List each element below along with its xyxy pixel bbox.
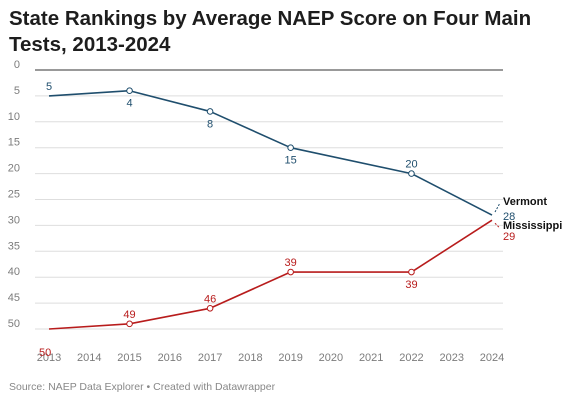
series-connector <box>494 202 501 213</box>
y-tick-label: 10 <box>8 111 20 123</box>
data-label: 4 <box>126 98 132 110</box>
data-point <box>126 320 133 328</box>
x-tick-label: 2021 <box>359 352 383 364</box>
y-tick-label: 30 <box>8 214 20 226</box>
data-label: 20 <box>405 159 417 171</box>
series-name-mississippi: Mississippi <box>503 220 562 232</box>
y-tick-label: 40 <box>8 266 20 278</box>
y-tick-label: 20 <box>8 163 20 175</box>
data-labels: 5 4 8 15 20 28 50 49 46 39 39 29 <box>39 81 515 359</box>
x-tick-label: 2022 <box>399 352 423 364</box>
x-tick-label: 2014 <box>77 352 101 364</box>
source-note: Source: NAEP Data Explorer • Created wit… <box>9 381 276 393</box>
y-tick-label: 0 <box>14 59 20 71</box>
x-tick-label: 2015 <box>117 352 141 364</box>
data-point <box>287 144 294 151</box>
y-tick-label: 25 <box>8 189 20 201</box>
y-tick-label: 5 <box>14 85 20 97</box>
x-axis: 2013 2014 2015 2016 2017 2018 2019 2020 2021 2022… <box>37 352 504 364</box>
series-connector <box>494 222 501 229</box>
series-name-labels: Vermont Mississippi <box>494 196 562 232</box>
x-tick-label: 2017 <box>198 352 222 364</box>
data-label: 8 <box>207 118 213 130</box>
x-tick-label: 2020 <box>319 352 343 364</box>
x-tick-label: 2016 <box>158 352 182 364</box>
y-axis: 0 5 10 15 20 25 30 35 40 45 50 <box>8 59 20 330</box>
y-tick-label: 35 <box>8 240 20 252</box>
data-point <box>126 87 133 95</box>
series-line-vermont <box>48 89 493 216</box>
data-point <box>287 268 294 276</box>
series-name-vermont: Vermont <box>503 196 547 208</box>
x-tick-label: 2024 <box>480 352 504 364</box>
series-line-mississippi <box>48 219 493 330</box>
data-label: 46 <box>204 293 216 305</box>
series-lines <box>48 89 493 330</box>
gridlines <box>35 69 503 330</box>
series-markers <box>126 87 415 328</box>
data-label: 49 <box>123 309 135 321</box>
data-label: 39 <box>285 257 297 269</box>
data-label: 15 <box>285 155 297 167</box>
x-tick-label: 2023 <box>439 352 463 364</box>
y-tick-label: 45 <box>8 292 20 304</box>
x-tick-label: 2019 <box>278 352 302 364</box>
data-label: 5 <box>46 81 52 93</box>
data-point <box>408 268 415 276</box>
chart-title: State Rankings by Average NAEP Score on … <box>9 7 532 56</box>
data-label: 29 <box>503 231 515 243</box>
data-label: 50 <box>39 347 51 359</box>
y-tick-label: 50 <box>8 318 20 330</box>
x-tick-label: 2018 <box>238 352 262 364</box>
data-point <box>408 170 415 177</box>
x-tick-label: 2013 <box>37 352 61 364</box>
data-label: 39 <box>405 279 417 291</box>
data-point <box>206 304 214 312</box>
y-tick-label: 15 <box>8 137 20 149</box>
data-label: 28 <box>503 211 515 223</box>
data-point <box>206 108 214 115</box>
